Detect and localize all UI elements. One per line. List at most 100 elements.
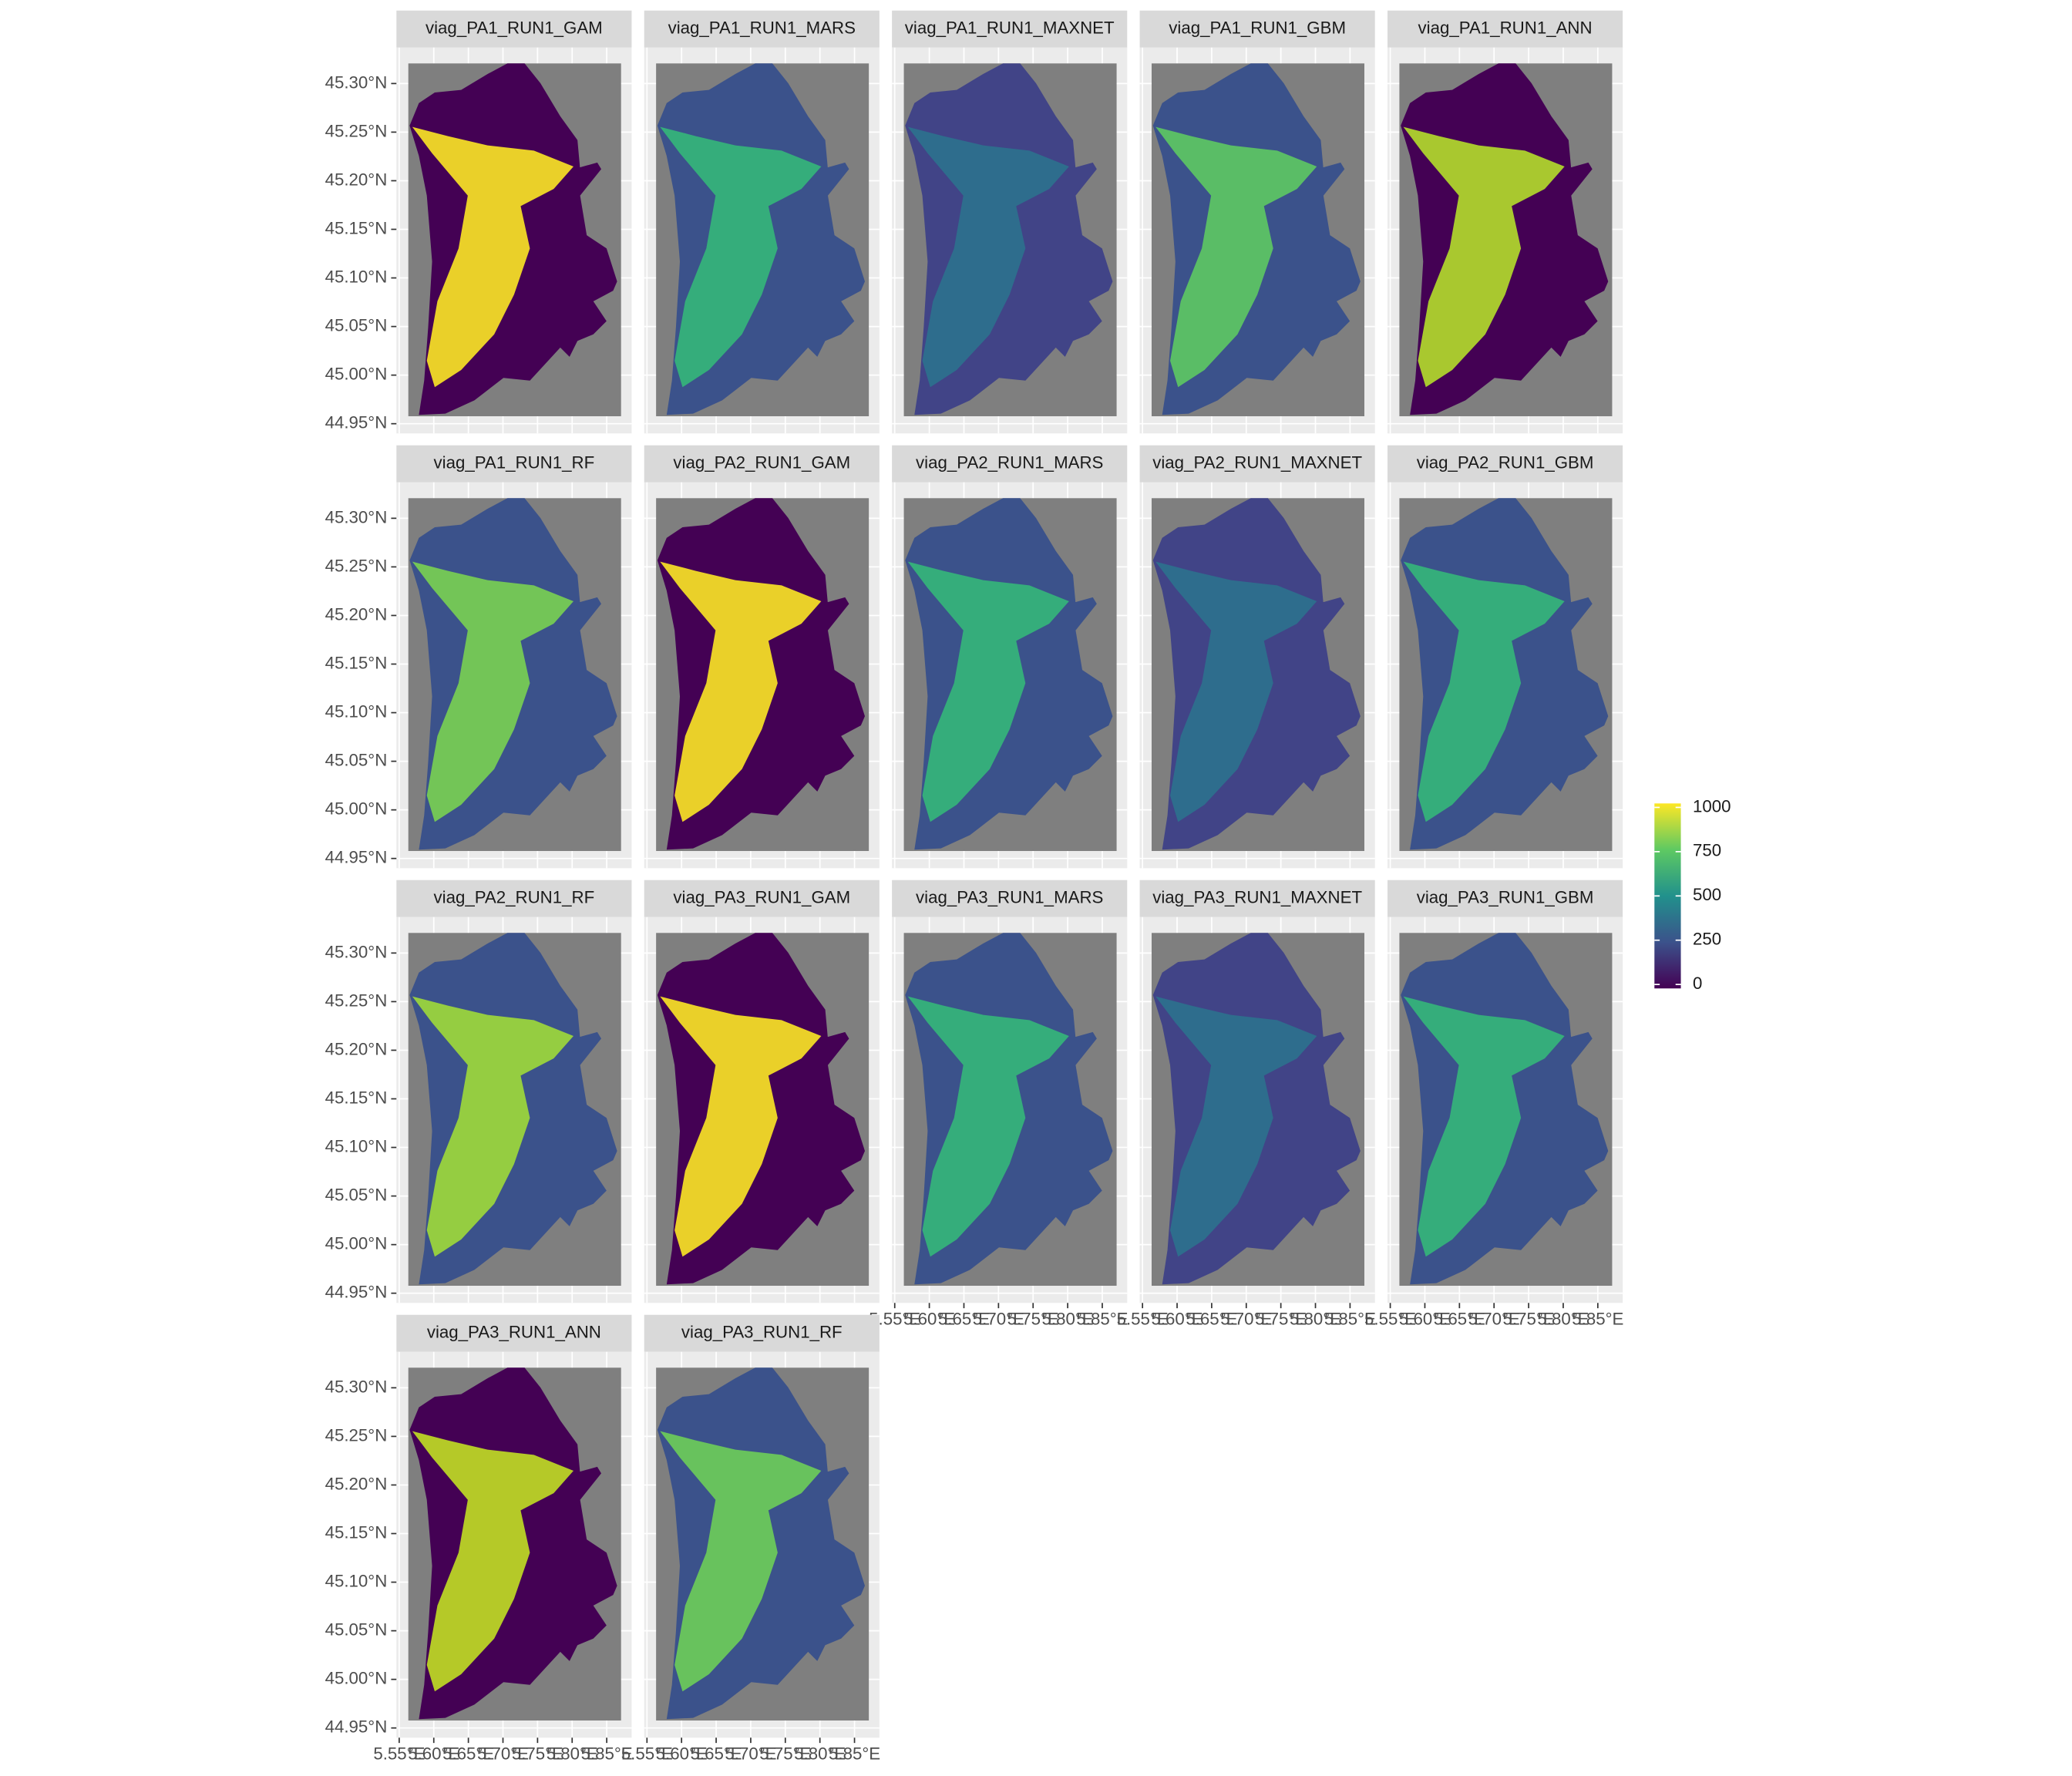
y-tick-label: 45.25°N	[325, 556, 388, 575]
map-valley	[660, 561, 822, 822]
y-tick-label: 45.25°N	[325, 121, 388, 140]
map-valley	[1155, 126, 1317, 388]
y-tick-label: 45.30°N	[325, 942, 388, 961]
map-valley	[907, 561, 1069, 822]
legend-label: 750	[1693, 841, 1721, 860]
strip-background	[1139, 880, 1375, 917]
strip-background	[1139, 445, 1375, 483]
strip-background	[396, 880, 632, 917]
map-valley	[660, 126, 822, 388]
x-tick-label: 5.70°E	[973, 1309, 1024, 1328]
map-valley	[1403, 996, 1565, 1257]
x-tick-label: 5.65°E	[938, 1309, 990, 1328]
y-tick-label: 45.00°N	[325, 365, 388, 384]
strip-background	[1388, 10, 1623, 48]
x-tick-label: 5.80°E	[1537, 1309, 1589, 1328]
facet-title: viag_PA3_RUN1_MAXNET	[1152, 888, 1362, 907]
x-tick-label: 5.60°E	[1151, 1309, 1202, 1328]
x-tick-label: 5.55°E	[1117, 1309, 1169, 1328]
strip-background	[644, 880, 880, 917]
map-valley	[412, 1431, 574, 1692]
strip-background	[1388, 445, 1623, 483]
facet-title: viag_PA1_RUN1_MARS	[668, 18, 856, 38]
facet-title: viag_PA1_RUN1_RF	[433, 453, 594, 473]
facet-title: viag_PA1_RUN1_GBM	[1169, 18, 1346, 38]
x-tick-label: 5.70°E	[477, 1744, 529, 1763]
strip-background	[396, 10, 632, 48]
map-valley	[412, 996, 574, 1257]
y-tick-label: 45.20°N	[325, 1039, 388, 1058]
x-tick-label: 5.75°E	[1503, 1309, 1555, 1328]
legend-label: 250	[1693, 930, 1721, 949]
legend-label: 0	[1693, 974, 1702, 993]
x-tick-label: 5.55°E	[621, 1744, 673, 1763]
strip-background	[396, 1314, 632, 1352]
y-tick-label: 45.20°N	[325, 1474, 388, 1493]
strip-background	[396, 445, 632, 483]
y-tick-label: 45.30°N	[325, 72, 388, 92]
x-tick-label: 5.80°E	[1290, 1309, 1341, 1328]
x-tick-label: 5.80°E	[794, 1744, 846, 1763]
facet-title: viag_PA3_RUN1_MARS	[916, 888, 1103, 907]
y-tick-label: 45.05°N	[325, 750, 388, 769]
x-tick-label: 5.70°E	[1220, 1309, 1272, 1328]
x-tick-label: 5.60°E	[656, 1744, 708, 1763]
strip-background	[892, 880, 1128, 917]
y-tick-label: 45.00°N	[325, 1234, 388, 1253]
x-tick-label: 5.60°E	[1399, 1309, 1451, 1328]
y-tick-label: 45.00°N	[325, 799, 388, 819]
y-tick-label: 45.00°N	[325, 1669, 388, 1688]
strip-background	[644, 10, 880, 48]
y-tick-label: 45.25°N	[325, 991, 388, 1010]
x-tick-label: 5.75°E	[512, 1744, 563, 1763]
x-tick-label: 5.60°E	[408, 1744, 459, 1763]
x-tick-label: 5.70°E	[725, 1744, 776, 1763]
facet-title: viag_PA2_RUN1_MARS	[916, 453, 1103, 473]
y-tick-label: 45.30°N	[325, 507, 388, 526]
x-tick-label: 5.55°E	[373, 1744, 425, 1763]
x-tick-label: 5.85°E	[581, 1744, 633, 1763]
y-tick-label: 45.30°N	[325, 1377, 388, 1396]
strip-background	[644, 1314, 880, 1352]
facet-title: viag_PA1_RUN1_ANN	[1418, 18, 1593, 38]
facet-title: viag_PA1_RUN1_MAXNET	[905, 18, 1115, 38]
x-tick-label: 5.65°E	[691, 1744, 742, 1763]
y-tick-label: 45.15°N	[325, 218, 388, 237]
legend-label: 1000	[1693, 796, 1731, 816]
strip-background	[892, 10, 1128, 48]
x-tick-label: 5.85°E	[1572, 1309, 1623, 1328]
y-tick-label: 45.15°N	[325, 1522, 388, 1542]
y-tick-label: 45.05°N	[325, 1620, 388, 1639]
x-tick-label: 5.65°E	[1186, 1309, 1237, 1328]
facet-title: viag_PA3_RUN1_RF	[681, 1323, 843, 1342]
map-valley	[412, 126, 574, 388]
y-tick-label: 45.10°N	[325, 267, 388, 286]
y-tick-label: 45.10°N	[325, 1571, 388, 1590]
strip-background	[1388, 880, 1623, 917]
facet-title: viag_PA2_RUN1_MAXNET	[1152, 453, 1362, 473]
x-tick-label: 5.70°E	[1468, 1309, 1520, 1328]
map-valley	[907, 126, 1069, 388]
x-tick-label: 5.80°E	[547, 1744, 598, 1763]
y-tick-label: 45.05°N	[325, 1185, 388, 1204]
strip-background	[644, 445, 880, 483]
facet-title: viag_PA1_RUN1_GAM	[426, 18, 603, 38]
map-valley	[907, 996, 1069, 1257]
facet-title: viag_PA2_RUN1_GBM	[1417, 453, 1594, 473]
x-tick-label: 5.65°E	[1434, 1309, 1485, 1328]
facet-title: viag_PA2_RUN1_GAM	[673, 453, 850, 473]
x-tick-label: 5.75°E	[1255, 1309, 1307, 1328]
facet-title: viag_PA3_RUN1_GBM	[1417, 888, 1594, 907]
y-tick-label: 45.15°N	[325, 1088, 388, 1107]
y-tick-label: 44.95°N	[325, 1283, 388, 1302]
y-tick-label: 45.25°N	[325, 1425, 388, 1445]
x-tick-label: 5.85°E	[1076, 1309, 1128, 1328]
x-tick-label: 5.85°E	[829, 1744, 880, 1763]
y-tick-label: 45.05°N	[325, 315, 388, 335]
legend-label: 500	[1693, 885, 1721, 904]
map-valley	[1403, 561, 1565, 822]
y-tick-label: 44.95°N	[325, 413, 388, 432]
y-tick-label: 45.20°N	[325, 604, 388, 624]
